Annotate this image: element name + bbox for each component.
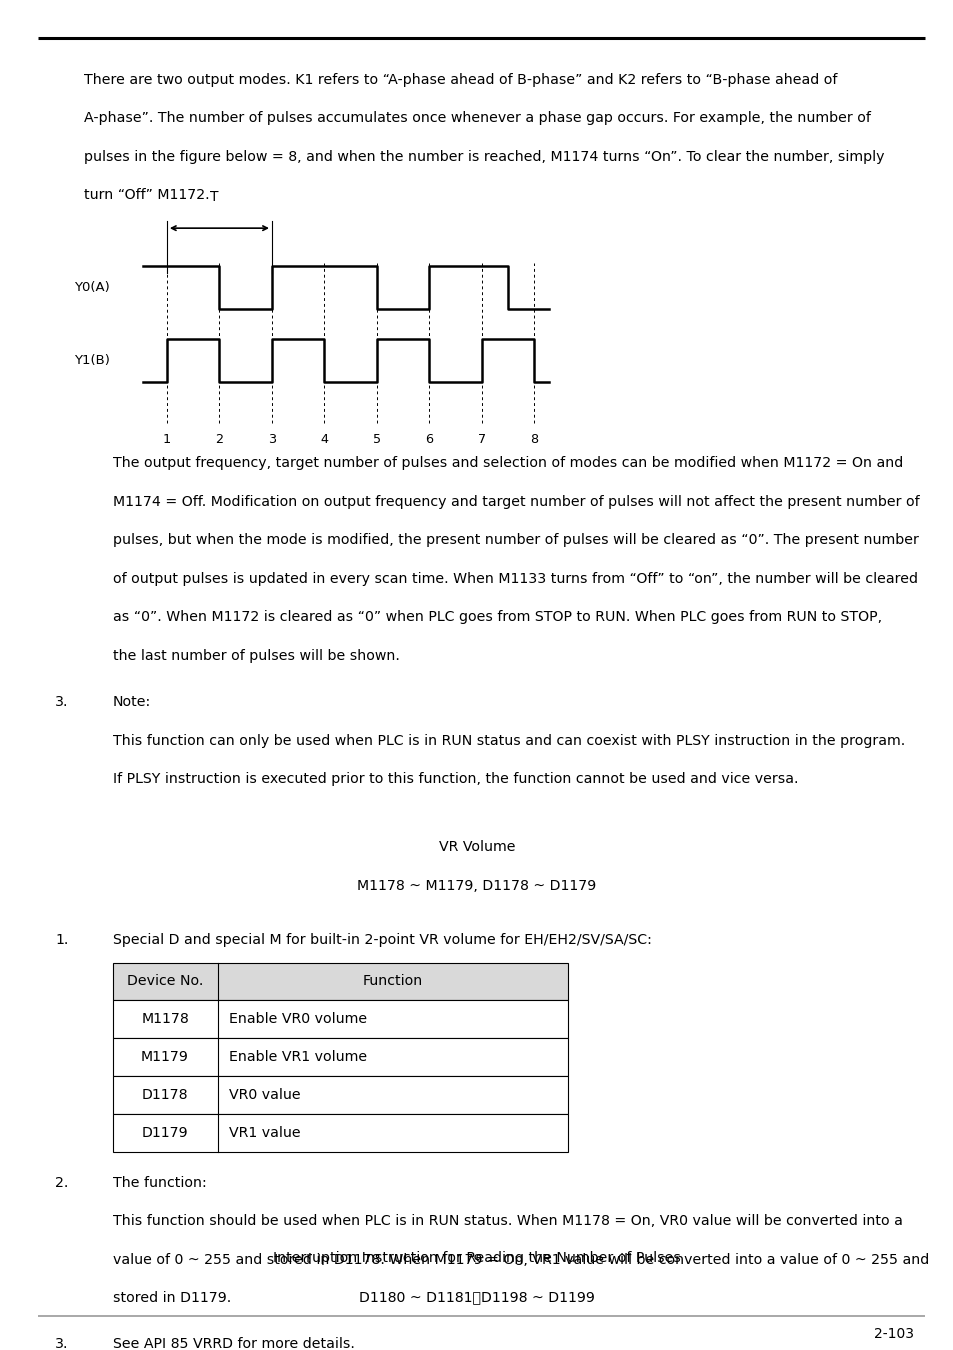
Text: Device No.: Device No. <box>127 975 203 988</box>
Text: Enable VR1 volume: Enable VR1 volume <box>229 1050 367 1064</box>
Text: If PLSY instruction is executed prior to this function, the function cannot be u: If PLSY instruction is executed prior to… <box>112 772 798 786</box>
Text: The function:: The function: <box>112 1176 206 1189</box>
Text: The output frequency, target number of pulses and selection of modes can be modi: The output frequency, target number of p… <box>112 456 902 470</box>
Text: 2: 2 <box>215 433 223 447</box>
Text: M1178 ~ M1179, D1178 ~ D1179: M1178 ~ M1179, D1178 ~ D1179 <box>357 879 596 892</box>
Text: 5: 5 <box>373 433 380 447</box>
Text: Enable VR0 volume: Enable VR0 volume <box>229 1012 367 1026</box>
Text: 1.: 1. <box>55 933 69 946</box>
Text: This function can only be used when PLC is in RUN status and can coexist with PL: This function can only be used when PLC … <box>112 733 903 748</box>
Text: pulses, but when the mode is modified, the present number of pulses will be clea: pulses, but when the mode is modified, t… <box>112 533 918 547</box>
Bar <box>112 1114 567 1152</box>
Text: T: T <box>211 190 218 204</box>
Text: 4: 4 <box>320 433 328 447</box>
Text: Y1(B): Y1(B) <box>73 354 110 367</box>
Text: There are two output modes. K1 refers to “A-phase ahead of B-phase” and K2 refer: There are two output modes. K1 refers to… <box>84 73 837 86</box>
Text: Note:: Note: <box>112 695 151 709</box>
Text: Function: Function <box>362 975 422 988</box>
Text: VR0 value: VR0 value <box>229 1088 300 1102</box>
Text: stored in D1179.: stored in D1179. <box>112 1291 231 1305</box>
Text: 2.: 2. <box>55 1176 69 1189</box>
Text: M1178: M1178 <box>141 1012 189 1026</box>
Text: 6: 6 <box>425 433 433 447</box>
Text: 1: 1 <box>163 433 171 447</box>
Text: A-phase”. The number of pulses accumulates once whenever a phase gap occurs. For: A-phase”. The number of pulses accumulat… <box>84 112 870 126</box>
Text: Special D and special M for built-in 2-point VR volume for EH/EH2/SV/SA/SC:: Special D and special M for built-in 2-p… <box>112 933 651 946</box>
Text: turn “Off” M1172.: turn “Off” M1172. <box>84 189 210 202</box>
Text: 7: 7 <box>477 433 485 447</box>
Text: M1174 = Off. Modification on output frequency and target number of pulses will n: M1174 = Off. Modification on output freq… <box>112 494 919 509</box>
Bar <box>112 1076 567 1114</box>
Text: 3.: 3. <box>55 695 69 709</box>
Bar <box>112 963 567 1000</box>
Text: D1178: D1178 <box>142 1088 188 1102</box>
Text: 3.: 3. <box>55 1336 69 1350</box>
Text: This function should be used when PLC is in RUN status. When M1178 = On, VR0 val: This function should be used when PLC is… <box>112 1215 902 1228</box>
Text: as “0”. When M1172 is cleared as “0” when PLC goes from STOP to RUN. When PLC go: as “0”. When M1172 is cleared as “0” whe… <box>112 610 881 624</box>
Text: Y0(A): Y0(A) <box>74 281 110 294</box>
Text: 3: 3 <box>268 433 275 447</box>
Text: D1179: D1179 <box>142 1126 188 1139</box>
Text: D1180 ~ D1181、D1198 ~ D1199: D1180 ~ D1181、D1198 ~ D1199 <box>358 1291 595 1304</box>
Text: VR Volume: VR Volume <box>438 840 515 855</box>
Text: the last number of pulses will be shown.: the last number of pulses will be shown. <box>112 648 399 663</box>
Text: 2-103: 2-103 <box>873 1327 913 1341</box>
Text: M1179: M1179 <box>141 1050 189 1064</box>
Text: of output pulses is updated in every scan time. When M1133 turns from “Off” to “: of output pulses is updated in every sca… <box>112 571 917 586</box>
Text: See API 85 VRRD for more details.: See API 85 VRRD for more details. <box>112 1336 355 1350</box>
Text: VR1 value: VR1 value <box>229 1126 300 1139</box>
Bar <box>112 1038 567 1076</box>
Text: Interruption Instruction for Reading the Number of Pulses: Interruption Instruction for Reading the… <box>273 1251 680 1265</box>
Text: pulses in the figure below = 8, and when the number is reached, M1174 turns “On”: pulses in the figure below = 8, and when… <box>84 150 883 163</box>
Bar <box>112 1000 567 1038</box>
Text: value of 0 ~ 255 and stored in D1178. When M1179 = On, VR1 value will be convert: value of 0 ~ 255 and stored in D1178. Wh… <box>112 1253 928 1266</box>
Text: 8: 8 <box>530 433 537 447</box>
